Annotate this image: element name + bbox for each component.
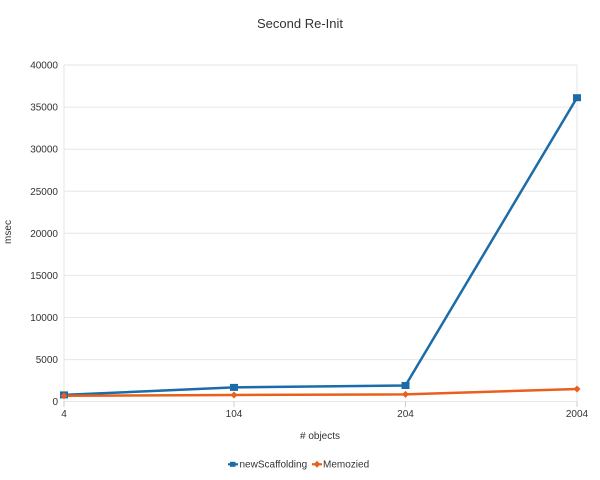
svg-text:0: 0 <box>52 397 58 408</box>
svg-text:204: 204 <box>397 409 414 420</box>
svg-text:Second Re-Init: Second Re-Init <box>257 16 343 31</box>
svg-text:5000: 5000 <box>36 355 59 366</box>
svg-text:30000: 30000 <box>30 145 58 156</box>
svg-text:Memozied: Memozied <box>323 459 369 470</box>
svg-text:25000: 25000 <box>30 187 58 198</box>
svg-text:newScaffolding: newScaffolding <box>240 459 308 470</box>
svg-text:4: 4 <box>61 409 67 420</box>
svg-text:20000: 20000 <box>30 229 58 240</box>
svg-text:2004: 2004 <box>566 409 589 420</box>
svg-text:15000: 15000 <box>30 271 58 282</box>
svg-text:104: 104 <box>226 409 243 420</box>
svg-text:40000: 40000 <box>30 61 58 72</box>
svg-text:msec: msec <box>3 220 14 244</box>
svg-text:35000: 35000 <box>30 103 58 114</box>
svg-text:# objects: # objects <box>300 431 340 442</box>
svg-text:10000: 10000 <box>30 313 58 324</box>
